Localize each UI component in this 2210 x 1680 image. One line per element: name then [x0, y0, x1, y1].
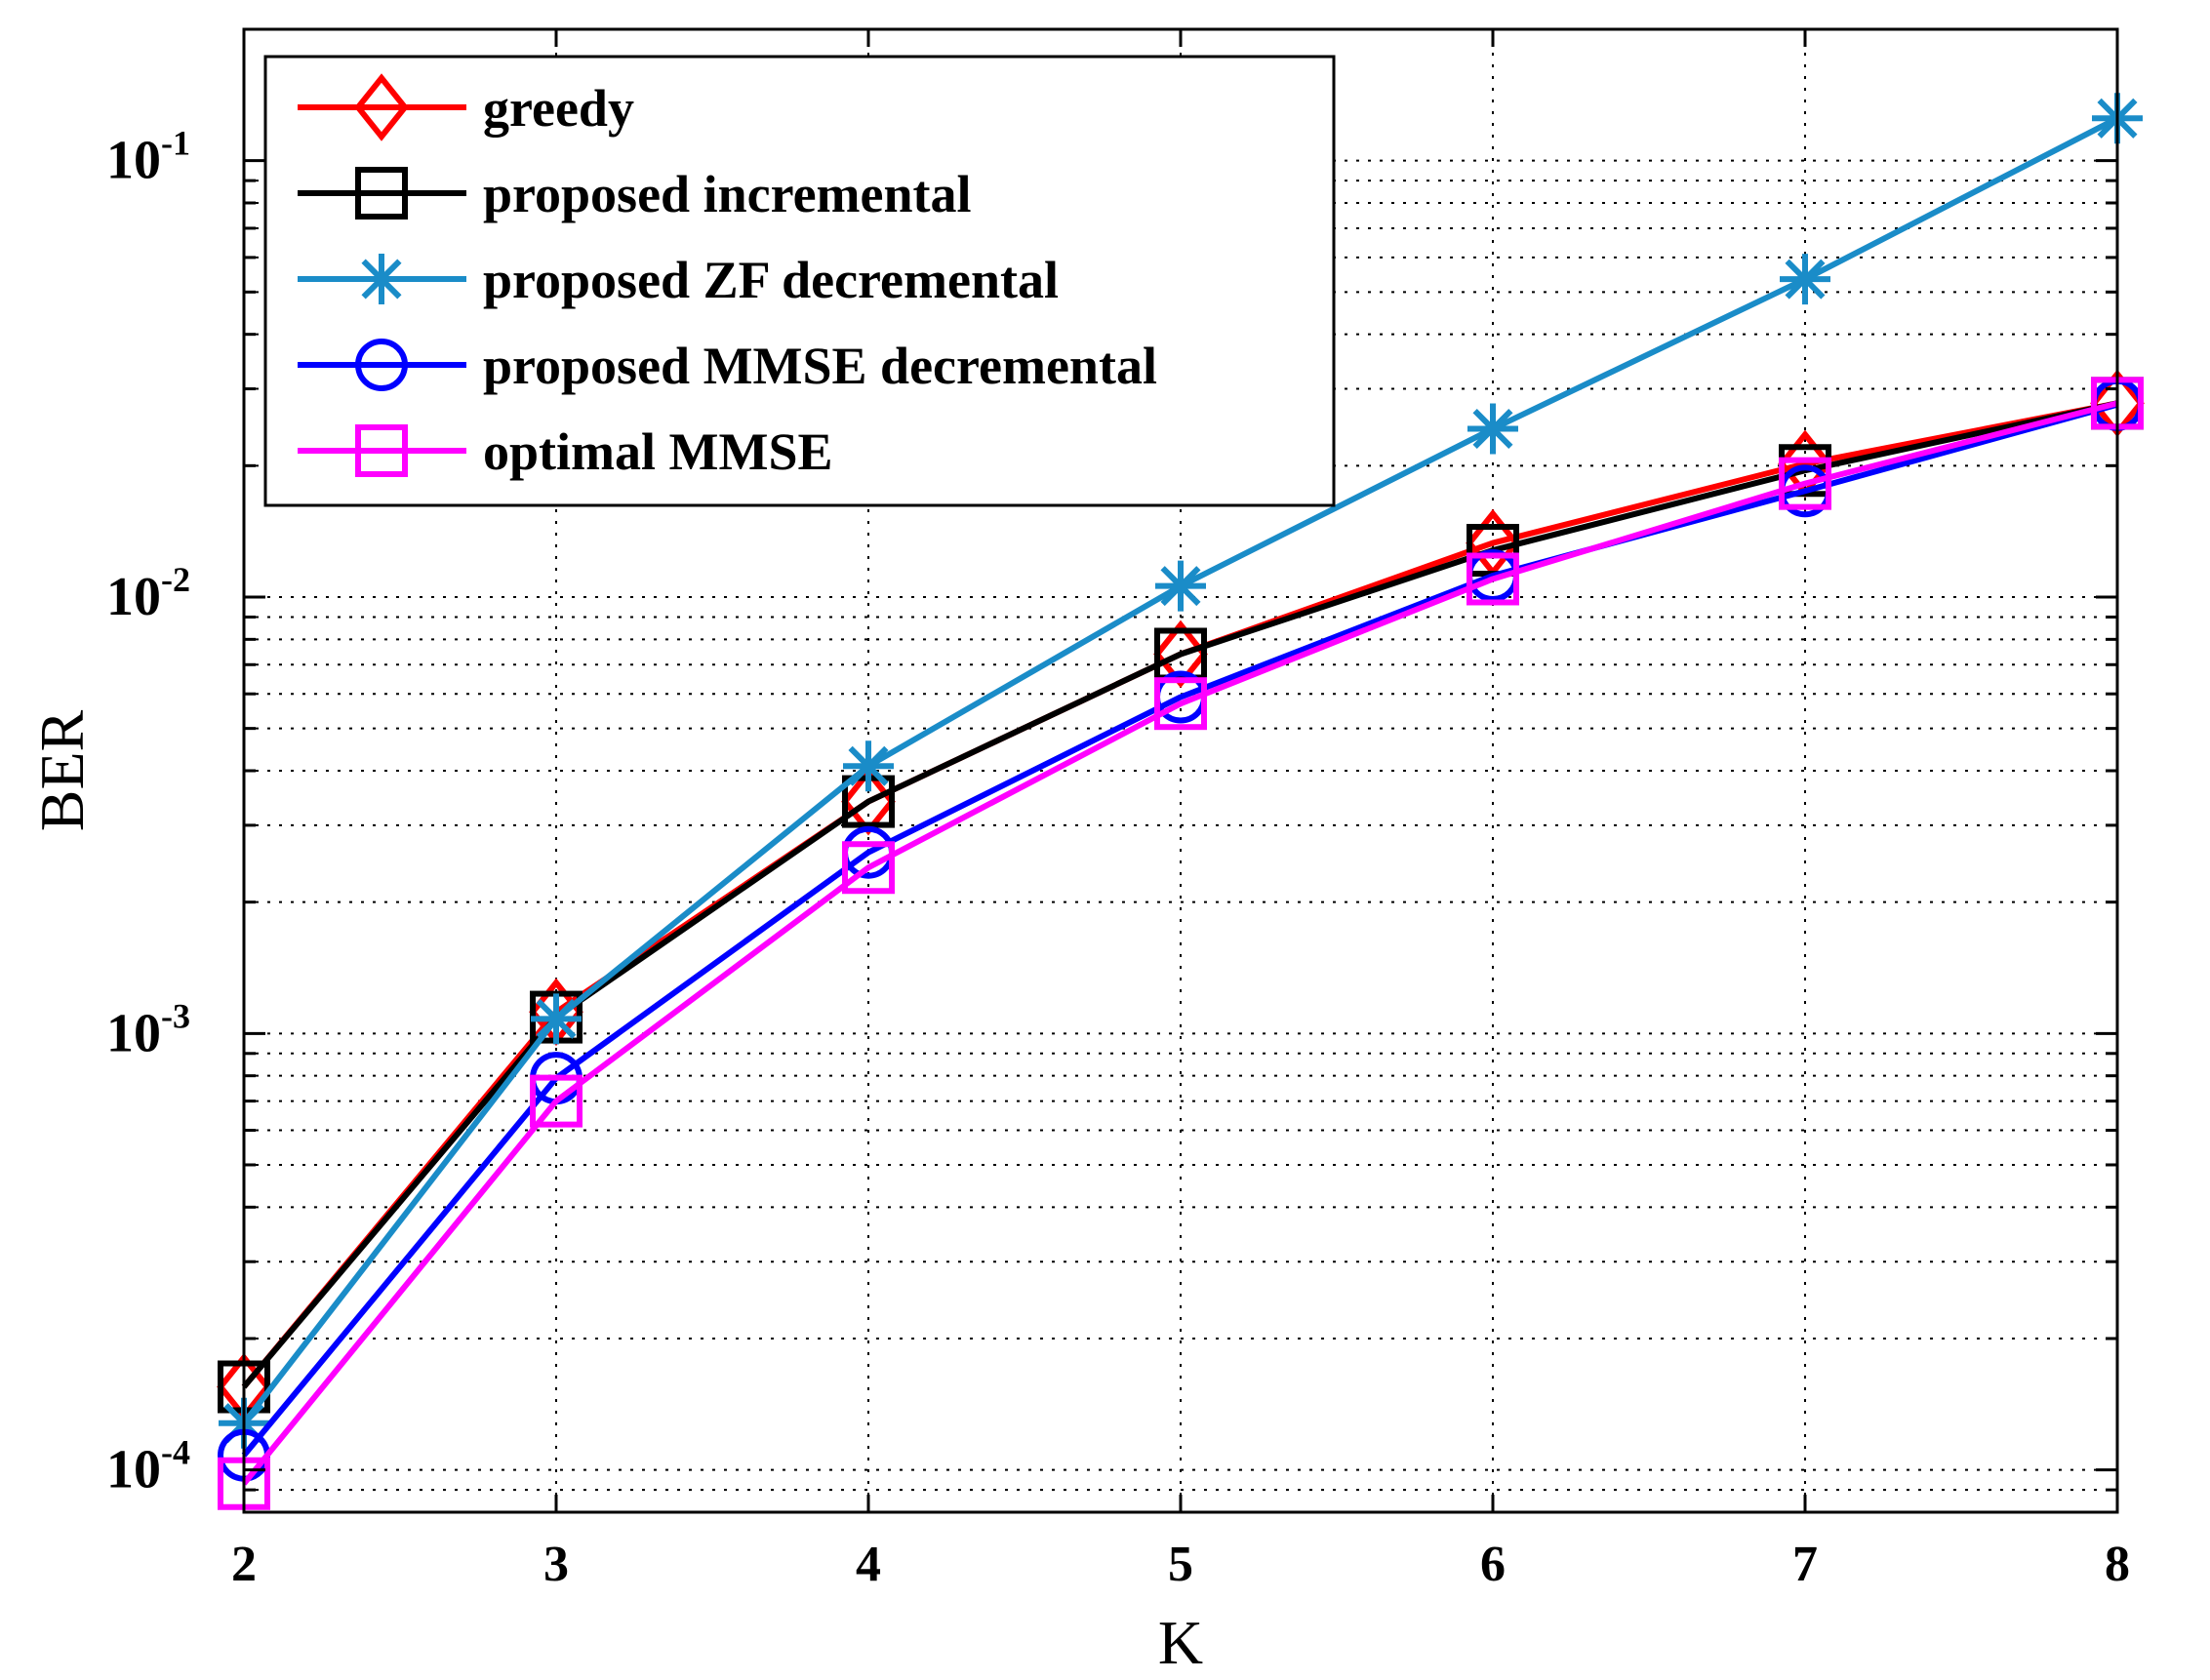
- data-point-marker: [530, 1074, 583, 1128]
- y-tick-label: 10-2: [106, 560, 190, 627]
- x-tick-label: 7: [1792, 1537, 1818, 1592]
- data-point-marker: [531, 993, 582, 1045]
- legend-label: proposed incremental: [483, 165, 972, 223]
- x-tick-label: 6: [1480, 1537, 1506, 1592]
- x-axis-label: K: [1158, 1608, 1203, 1677]
- legend-label: proposed ZF decremental: [483, 251, 1059, 309]
- x-tick-label: 4: [856, 1537, 881, 1592]
- legend-label: proposed MMSE decremental: [483, 337, 1157, 395]
- y-axis-label: BER: [27, 709, 97, 831]
- legend-item: optimal MMSE: [298, 422, 833, 481]
- data-point-marker: [1467, 552, 1519, 606]
- legend-marker: [355, 424, 408, 477]
- legend-marker: [354, 73, 409, 141]
- x-tick-label: 8: [2105, 1537, 2130, 1592]
- data-point-marker: [1467, 403, 1518, 455]
- legend-item: greedy: [298, 73, 634, 141]
- data-point-marker: [1154, 677, 1207, 731]
- ticks-layer: 2 3 4 5 6 7 8 10-1 10-2 10-3 10-4: [106, 27, 2130, 1592]
- x-tick-label: 3: [543, 1537, 569, 1592]
- series-line: [241, 400, 2118, 1389]
- legend: greedy proposed incremental proposed ZF de…: [263, 55, 1336, 507]
- data-point-marker: [842, 841, 895, 895]
- y-tick-label: 10-4: [106, 1433, 190, 1500]
- y-tick-label: 10-3: [106, 996, 190, 1063]
- data-point-marker: [843, 740, 894, 792]
- x-tick-label: 5: [1168, 1537, 1193, 1592]
- legend-marker: [355, 339, 408, 391]
- legend-label: greedy: [483, 79, 634, 138]
- legend-item: proposed MMSE decremental: [298, 337, 1157, 395]
- data-point-marker: [1155, 560, 1206, 612]
- y-tick-label: 10-1: [106, 124, 190, 191]
- legend-item: proposed ZF decremental: [298, 251, 1059, 309]
- legend-label: optimal MMSE: [483, 422, 833, 481]
- legend-marker: [355, 167, 408, 220]
- legend-item: proposed incremental: [298, 165, 972, 223]
- data-point-marker: [1153, 620, 1208, 689]
- legend-marker: [356, 254, 407, 304]
- data-point-marker: [1779, 457, 1831, 510]
- x-tick-label: 2: [231, 1537, 257, 1592]
- data-point-marker: [1780, 254, 1830, 305]
- series-line: [241, 400, 2118, 1486]
- series-line: [241, 400, 2118, 1389]
- series-layer: [217, 93, 2145, 1510]
